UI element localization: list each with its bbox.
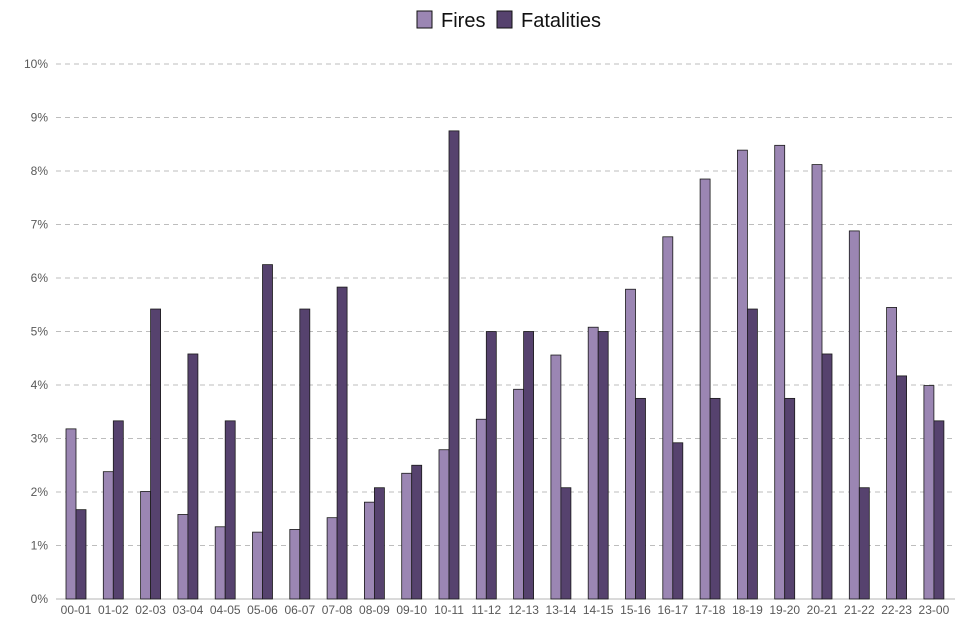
x-tick-label: 02-03 bbox=[135, 603, 166, 617]
bar-fatalities-19-20 bbox=[784, 397, 796, 600]
bar-fatalities-16-17 bbox=[672, 442, 684, 600]
bar-fatalities-15-16 bbox=[635, 397, 646, 600]
bar-fires-22-23 bbox=[886, 307, 897, 600]
x-tick-label: 15-16 bbox=[620, 603, 651, 617]
bar-fatalities-12-13 bbox=[523, 331, 534, 600]
y-tick-label: 10% bbox=[24, 57, 48, 71]
x-tick-label: 19-20 bbox=[769, 603, 800, 617]
bar-fires-05-06 bbox=[252, 531, 263, 600]
x-tick-label: 09-10 bbox=[396, 603, 427, 617]
x-tick-label: 23-00 bbox=[919, 603, 950, 617]
y-tick-label: 0% bbox=[31, 592, 49, 606]
bar-fires-01-02 bbox=[102, 471, 114, 600]
y-tick-label: 9% bbox=[31, 111, 49, 125]
bar-fires-17-18 bbox=[699, 178, 711, 600]
x-tick-label: 22-23 bbox=[881, 603, 912, 617]
bar-fires-00-01 bbox=[65, 428, 77, 600]
x-tick-label: 17-18 bbox=[695, 603, 726, 617]
bar-fatalities-06-07 bbox=[299, 308, 311, 600]
x-tick-label: 06-07 bbox=[284, 603, 315, 617]
legend-swatch-fatalities bbox=[496, 10, 513, 29]
bar-fatalities-03-04 bbox=[187, 353, 199, 600]
bar-fires-02-03 bbox=[140, 491, 152, 600]
x-tick-label: 04-05 bbox=[210, 603, 241, 617]
x-tick-label: 11-12 bbox=[471, 603, 501, 617]
bar-fires-13-14 bbox=[550, 354, 562, 600]
bar-fatalities-13-14 bbox=[560, 487, 572, 600]
bar-fatalities-20-21 bbox=[821, 353, 833, 600]
legend-label-fires: Fires bbox=[441, 10, 485, 32]
bar-fires-23-00 bbox=[923, 385, 935, 600]
x-tick-label: 21-22 bbox=[844, 603, 875, 617]
bar-fires-19-20 bbox=[774, 144, 786, 600]
bar-fatalities-22-23 bbox=[896, 375, 907, 600]
y-tick-label: 7% bbox=[31, 218, 49, 232]
bar-fires-12-13 bbox=[513, 388, 524, 600]
y-tick-label: 1% bbox=[31, 539, 49, 553]
bar-fires-06-07 bbox=[289, 529, 301, 600]
x-tick-label: 16-17 bbox=[657, 603, 688, 617]
x-tick-label: 14-15 bbox=[583, 603, 614, 617]
bar-fatalities-05-06 bbox=[262, 264, 273, 600]
x-tick-label: 13-14 bbox=[546, 603, 577, 617]
bar-fires-16-17 bbox=[662, 236, 674, 600]
y-tick-label: 6% bbox=[31, 271, 49, 285]
bar-fatalities-00-01 bbox=[75, 509, 87, 600]
x-axis-tick-labels: 00-01 01-02 02-03 03-04 04-05 05-06 06-07 07-08… bbox=[61, 603, 950, 617]
bar-fires-03-04 bbox=[177, 514, 189, 600]
y-tick-label: 4% bbox=[31, 378, 49, 392]
bar-fatalities-11-12 bbox=[485, 331, 497, 600]
bar-fatalities-18-19 bbox=[747, 308, 758, 600]
bar-fires-15-16 bbox=[625, 288, 636, 600]
bar-fires-07-08 bbox=[326, 517, 338, 600]
y-tick-label: 5% bbox=[31, 325, 49, 339]
x-tick-label: 05-06 bbox=[247, 603, 278, 617]
x-tick-label: 03-04 bbox=[173, 603, 204, 617]
y-axis-tick-labels: 0% 1% 2% 3% 4% 5% 6% 7% 8% 9% 10% bbox=[24, 57, 48, 606]
legend: Fires Fatalities bbox=[416, 10, 601, 32]
x-tick-label: 12-13 bbox=[508, 603, 539, 617]
bar-fatalities-10-11 bbox=[448, 130, 460, 600]
x-tick-label: 01-02 bbox=[98, 603, 129, 617]
bar-fires-20-21 bbox=[811, 164, 823, 600]
bar-fires-14-15 bbox=[587, 326, 599, 600]
bar-fires-18-19 bbox=[737, 149, 748, 600]
bar-fatalities-14-15 bbox=[597, 331, 609, 600]
bar-fatalities-07-08 bbox=[336, 286, 348, 600]
x-tick-label: 18-19 bbox=[732, 603, 763, 617]
y-tick-label: 3% bbox=[31, 432, 49, 446]
bar-fatalities-09-10 bbox=[411, 464, 423, 600]
bar-fires-04-05 bbox=[214, 526, 226, 600]
bar-fatalities-01-02 bbox=[112, 420, 124, 600]
y-tick-label: 8% bbox=[31, 164, 49, 178]
y-tick-label: 2% bbox=[31, 485, 49, 499]
bar-fires-09-10 bbox=[401, 472, 413, 600]
bar-fatalities-04-05 bbox=[224, 420, 236, 600]
x-tick-label: 07-08 bbox=[322, 603, 353, 617]
bars bbox=[65, 130, 945, 600]
x-tick-label: 08-09 bbox=[359, 603, 390, 617]
bar-fires-21-22 bbox=[848, 230, 860, 600]
x-tick-label: 20-21 bbox=[807, 603, 838, 617]
legend-label-fatalities: Fatalities bbox=[521, 10, 601, 32]
gridlines bbox=[56, 63, 955, 600]
bar-fatalities-08-09 bbox=[373, 487, 385, 600]
bar-fires-10-11 bbox=[438, 449, 450, 600]
bar-fires-11-12 bbox=[475, 418, 487, 600]
x-tick-label: 00-01 bbox=[61, 603, 92, 617]
legend-swatch-fires bbox=[416, 10, 433, 29]
bar-fires-08-09 bbox=[363, 501, 375, 600]
bar-fatalities-17-18 bbox=[709, 397, 721, 600]
x-tick-label: 10-11 bbox=[434, 603, 464, 617]
bar-fatalities-02-03 bbox=[150, 308, 162, 600]
bar-fatalities-23-00 bbox=[933, 420, 945, 600]
bar-fatalities-21-22 bbox=[858, 487, 870, 600]
